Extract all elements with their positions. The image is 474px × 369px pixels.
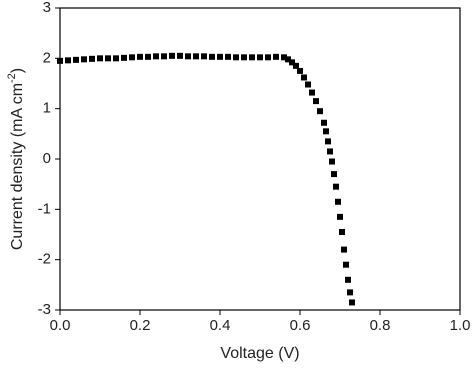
x-tick-label: 0.2 (130, 317, 151, 334)
data-point (97, 55, 103, 62)
data-point (257, 54, 263, 61)
data-point (89, 55, 95, 62)
data-point (161, 53, 167, 60)
data-point (81, 56, 87, 63)
data-point (289, 59, 295, 66)
data-point (309, 89, 315, 96)
y-tick-label: -2 (38, 251, 51, 268)
data-point (325, 138, 331, 145)
data-point (329, 158, 335, 165)
y-axis-title-exponent: -2 (6, 73, 18, 83)
data-point (153, 53, 159, 60)
data-point (193, 53, 199, 60)
x-tick-label: 0.6 (290, 317, 311, 334)
data-point (335, 198, 341, 205)
x-tick-label: 0.8 (370, 317, 391, 334)
data-point (347, 289, 353, 296)
data-point (177, 52, 183, 59)
x-tick-label: 0.4 (210, 317, 231, 334)
data-point (293, 62, 299, 69)
data-point (327, 148, 333, 155)
plot-frame (59, 7, 461, 311)
x-axis-title: Voltage (V) (220, 345, 299, 362)
y-axis-title: Current density (mA cm-2) (6, 68, 26, 250)
data-point (339, 228, 345, 235)
y-tick-label: 1 (43, 100, 51, 117)
data-point (57, 57, 63, 64)
x-tick-label: 0.0 (50, 317, 71, 334)
data-point (73, 56, 79, 63)
data-point (341, 246, 347, 253)
data-point (233, 54, 239, 61)
y-tick-label: 3 (43, 0, 51, 16)
data-point (273, 53, 279, 60)
data-point (345, 276, 351, 283)
data-point (65, 57, 71, 64)
y-tick-label: -1 (38, 200, 51, 217)
data-point (169, 52, 175, 59)
data-point (249, 54, 255, 61)
data-point (201, 53, 207, 60)
data-point (265, 54, 271, 61)
data-point (241, 54, 247, 61)
data-point (281, 54, 287, 61)
y-tick-label: 0 (43, 150, 51, 167)
data-point (343, 261, 349, 268)
x-tick-label: 1.0 (450, 317, 471, 334)
data-point (113, 55, 119, 62)
y-tick-label: 2 (43, 49, 51, 66)
data-point (129, 54, 135, 61)
data-point (321, 119, 327, 126)
data-point (185, 53, 191, 60)
data-point (349, 299, 355, 306)
data-point (337, 213, 343, 220)
data-point (317, 108, 323, 115)
data-point (323, 128, 329, 135)
data-point (313, 98, 319, 105)
data-point (331, 171, 337, 178)
data-point (105, 55, 111, 62)
data-point (297, 67, 303, 74)
data-point (333, 183, 339, 190)
data-point (305, 81, 311, 88)
data-point (209, 53, 215, 60)
data-point (301, 74, 307, 81)
data-point (137, 53, 143, 60)
data-point (121, 54, 127, 61)
data-point (145, 53, 151, 60)
data-point (217, 53, 223, 60)
y-tick-label: -3 (38, 301, 51, 318)
data-point (225, 53, 231, 60)
y-axis-title-text: Current density (mA cm (9, 83, 26, 250)
data-point (285, 56, 291, 63)
y-axis-title-end: ) (9, 68, 26, 73)
